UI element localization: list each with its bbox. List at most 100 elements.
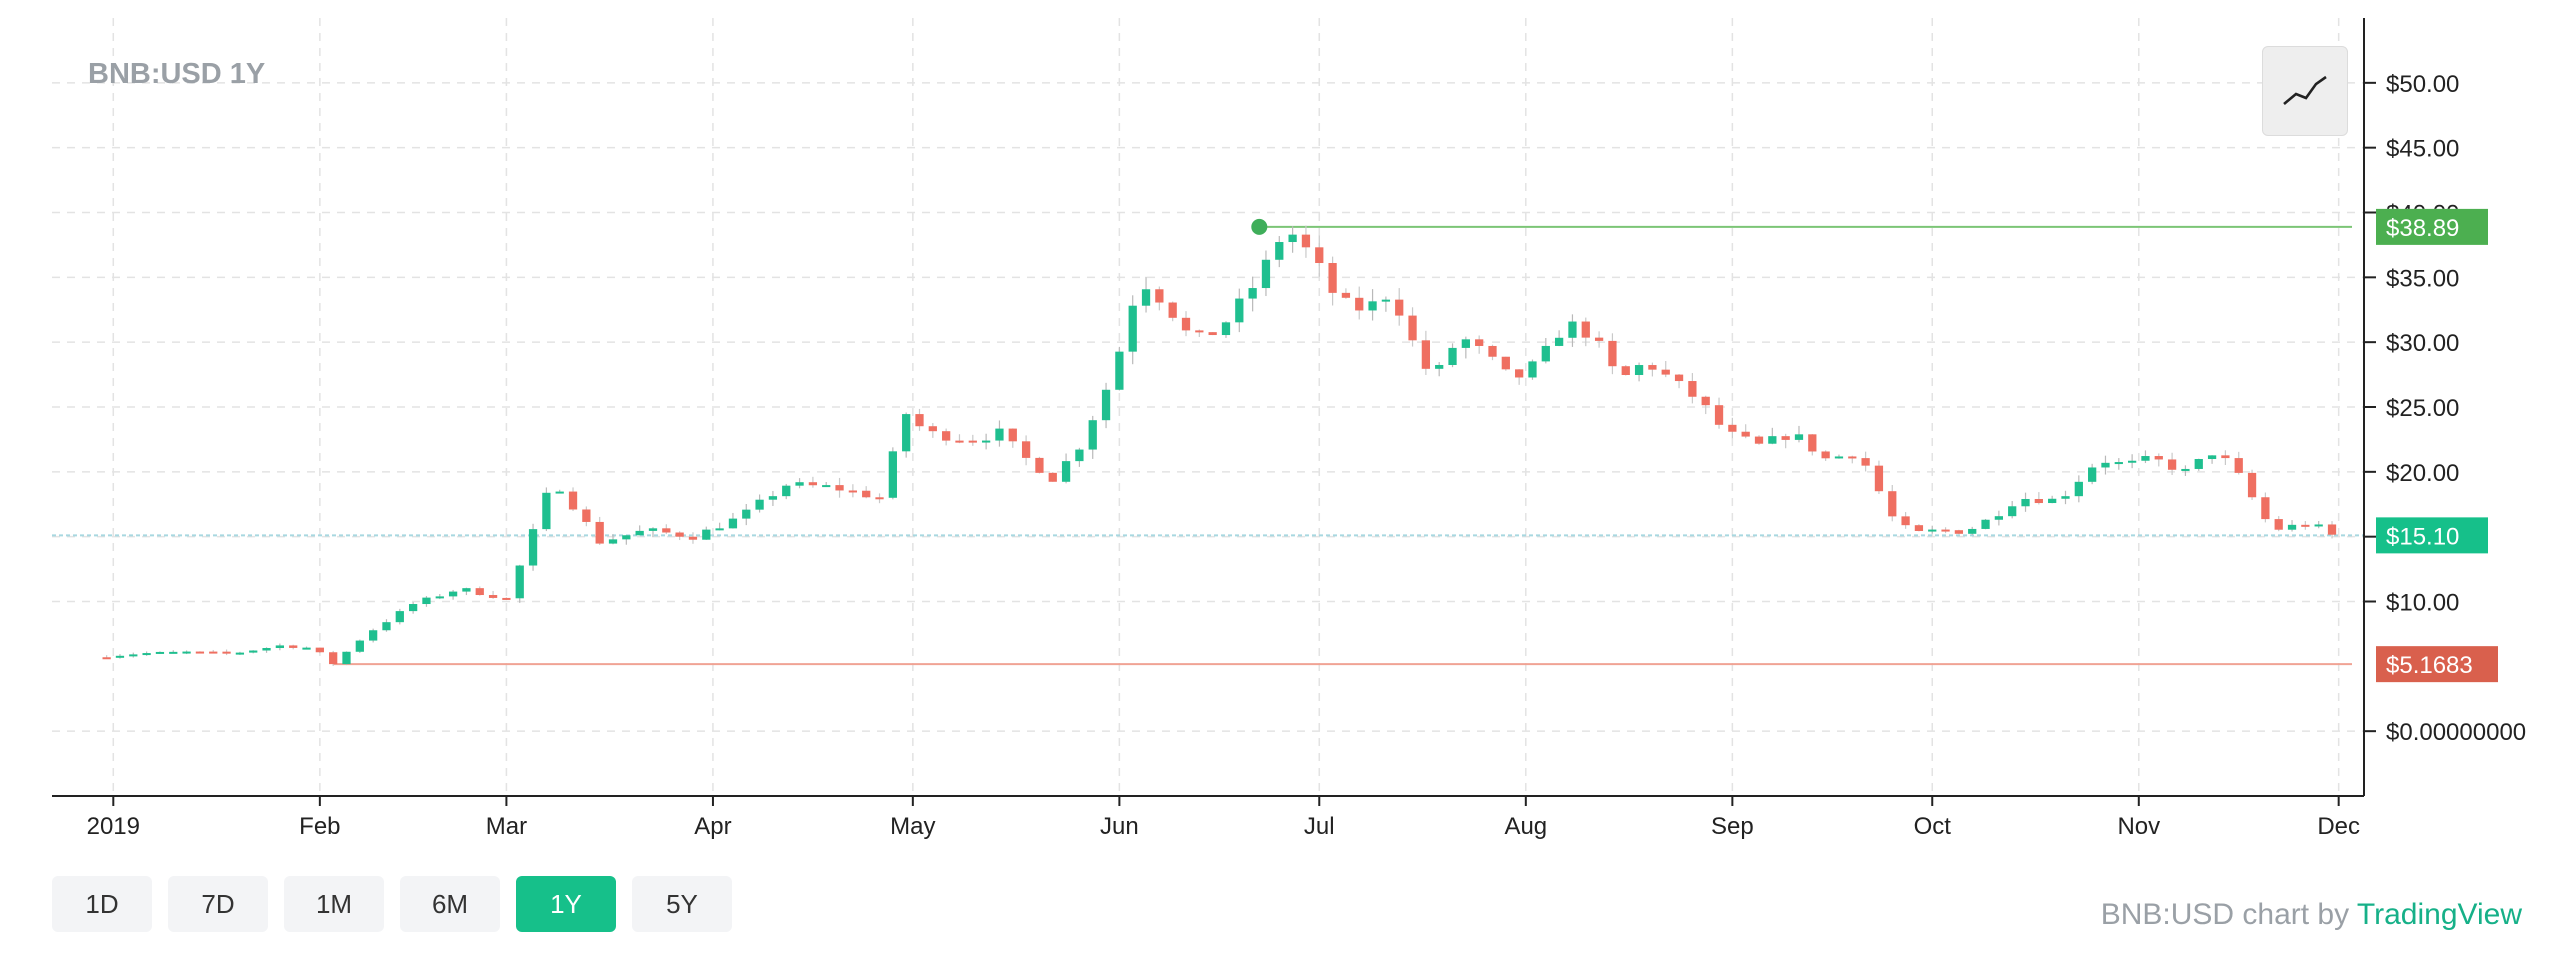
candle-body[interactable] bbox=[1248, 288, 1257, 299]
candle-body[interactable] bbox=[1848, 456, 1857, 459]
candle-body[interactable] bbox=[1541, 345, 1550, 362]
candle-body[interactable] bbox=[488, 595, 498, 598]
candle-body[interactable] bbox=[115, 655, 125, 658]
candle-body[interactable] bbox=[1221, 322, 1231, 336]
candle-body[interactable] bbox=[1208, 332, 1217, 336]
candle-body[interactable] bbox=[2194, 459, 2203, 469]
candle-body[interactable] bbox=[2048, 498, 2057, 504]
candle-body[interactable] bbox=[1275, 242, 1284, 260]
candle-body[interactable] bbox=[2261, 497, 2270, 520]
candle-body[interactable] bbox=[728, 518, 738, 529]
candle-body[interactable] bbox=[555, 491, 564, 494]
candle-body[interactable] bbox=[742, 509, 751, 519]
candle-body[interactable] bbox=[902, 414, 911, 452]
candle-body[interactable] bbox=[1994, 516, 2004, 520]
candle-body[interactable] bbox=[1634, 365, 1644, 375]
candle-body[interactable] bbox=[1621, 366, 1630, 375]
candle-body[interactable] bbox=[182, 651, 191, 654]
candle-body[interactable] bbox=[1608, 340, 1617, 367]
candle-body[interactable] bbox=[1021, 441, 1031, 458]
candle-body[interactable] bbox=[1501, 356, 1510, 370]
candle-body[interactable] bbox=[1768, 436, 1777, 444]
timeframe-1d[interactable]: 1D bbox=[52, 876, 152, 932]
candle-body[interactable] bbox=[702, 529, 711, 540]
chart-type-button[interactable] bbox=[2262, 46, 2348, 136]
candle-body[interactable] bbox=[795, 482, 804, 486]
candle-body[interactable] bbox=[1355, 297, 1364, 311]
candle-body[interactable] bbox=[1128, 305, 1137, 352]
candle-body[interactable] bbox=[1834, 456, 1844, 459]
candle-body[interactable] bbox=[835, 485, 844, 491]
candle-body[interactable] bbox=[2301, 524, 2310, 527]
candle-body[interactable] bbox=[329, 652, 338, 665]
candle-body[interactable] bbox=[155, 651, 165, 654]
candle-body[interactable] bbox=[968, 440, 977, 443]
candle-body[interactable] bbox=[1461, 339, 1470, 348]
candle-body[interactable] bbox=[928, 426, 937, 432]
candle-body[interactable] bbox=[382, 622, 391, 631]
candle-body[interactable] bbox=[1648, 365, 1657, 370]
timeframe-6m[interactable]: 6M bbox=[400, 876, 500, 932]
candle-body[interactable] bbox=[1701, 396, 1710, 406]
candle-body[interactable] bbox=[2327, 524, 2337, 535]
candle-body[interactable] bbox=[249, 650, 258, 653]
candle-body[interactable] bbox=[1928, 529, 1937, 532]
candle-body[interactable] bbox=[622, 535, 631, 540]
candle-body[interactable] bbox=[1714, 405, 1724, 425]
candle-body[interactable] bbox=[2101, 462, 2110, 468]
candle-body[interactable] bbox=[1888, 491, 1897, 517]
candle-body[interactable] bbox=[1594, 337, 1604, 341]
timeframe-5y[interactable]: 5Y bbox=[632, 876, 732, 932]
candle-series[interactable] bbox=[102, 225, 2337, 666]
candle-body[interactable] bbox=[2061, 496, 2070, 499]
candle-body[interactable] bbox=[608, 539, 618, 544]
candle-body[interactable] bbox=[1008, 428, 1017, 442]
candle-body[interactable] bbox=[568, 491, 578, 510]
candle-body[interactable] bbox=[502, 597, 511, 600]
timeframe-1m[interactable]: 1M bbox=[284, 876, 384, 932]
candle-body[interactable] bbox=[1448, 347, 1457, 365]
candle-body[interactable] bbox=[2127, 460, 2137, 463]
candle-body[interactable] bbox=[1155, 289, 1164, 303]
candle-body[interactable] bbox=[542, 492, 551, 530]
candle-body[interactable] bbox=[715, 528, 724, 531]
candle-body[interactable] bbox=[2074, 481, 2083, 497]
candle-body[interactable] bbox=[275, 645, 285, 649]
candle-body[interactable] bbox=[582, 509, 591, 522]
candle-body[interactable] bbox=[1181, 317, 1191, 331]
candle-body[interactable] bbox=[129, 654, 138, 657]
candle-body[interactable] bbox=[782, 485, 791, 497]
candle-body[interactable] bbox=[1475, 339, 1484, 346]
candle-body[interactable] bbox=[2154, 456, 2163, 460]
candle-body[interactable] bbox=[662, 528, 671, 533]
candle-body[interactable] bbox=[289, 645, 298, 648]
candle-body[interactable] bbox=[635, 530, 644, 536]
candle-body[interactable] bbox=[1874, 465, 1884, 492]
candle-body[interactable] bbox=[1088, 420, 1097, 450]
candle-body[interactable] bbox=[355, 640, 364, 652]
candle-body[interactable] bbox=[1581, 321, 1590, 338]
candle-body[interactable] bbox=[595, 521, 604, 544]
candle-body[interactable] bbox=[1568, 321, 1577, 338]
candle-body[interactable] bbox=[981, 440, 991, 443]
candle-body[interactable] bbox=[1288, 234, 1297, 243]
candle-body[interactable] bbox=[1341, 292, 1351, 298]
candle-body[interactable] bbox=[2167, 459, 2177, 470]
candle-body[interactable] bbox=[1808, 434, 1817, 452]
candle-body[interactable] bbox=[195, 651, 205, 654]
candle-body[interactable] bbox=[315, 647, 324, 653]
candle-body[interactable] bbox=[875, 497, 884, 500]
candle-body[interactable] bbox=[169, 651, 178, 654]
candle-body[interactable] bbox=[1101, 389, 1111, 421]
candle-body[interactable] bbox=[1754, 436, 1764, 444]
candle-body[interactable] bbox=[395, 611, 404, 623]
candle-body[interactable] bbox=[1794, 434, 1804, 440]
candle-body[interactable] bbox=[1328, 263, 1337, 293]
candle-body[interactable] bbox=[235, 652, 245, 655]
candle-body[interactable] bbox=[955, 440, 964, 443]
candle-body[interactable] bbox=[1728, 424, 1737, 432]
candle-body[interactable] bbox=[1821, 451, 1830, 459]
candle-body[interactable] bbox=[2034, 498, 2043, 504]
candle-body[interactable] bbox=[675, 532, 684, 537]
